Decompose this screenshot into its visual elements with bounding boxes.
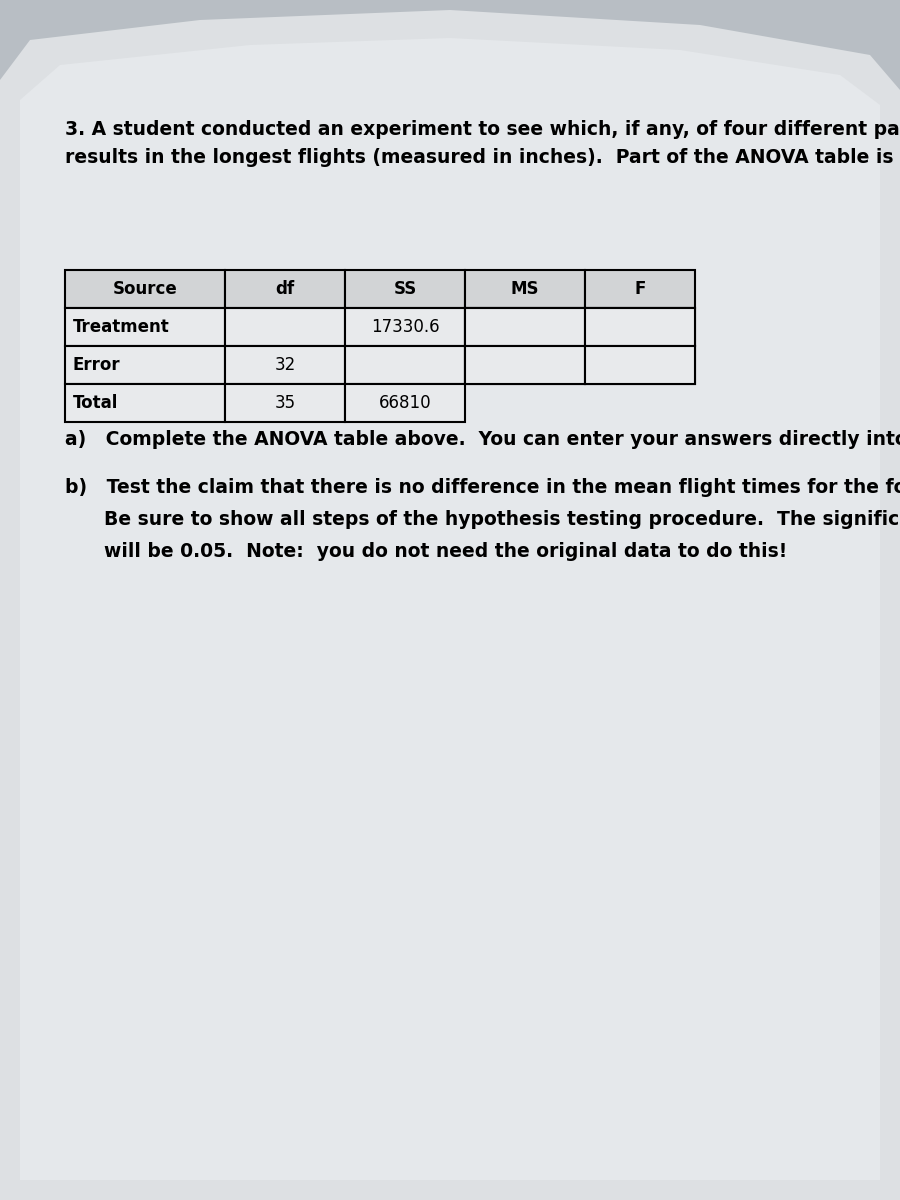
Bar — [585, 346, 695, 384]
Bar — [65, 270, 225, 308]
Bar — [225, 308, 345, 346]
Bar — [225, 346, 345, 384]
Text: df: df — [275, 280, 294, 298]
Bar — [585, 308, 695, 346]
Text: F: F — [634, 280, 645, 298]
Text: 3. A student conducted an experiment to see which, if any, of four different pap: 3. A student conducted an experiment to … — [65, 120, 900, 139]
Bar — [465, 270, 585, 308]
Bar — [345, 308, 465, 346]
Text: Be sure to show all steps of the hypothesis testing procedure.  The significance: Be sure to show all steps of the hypothe… — [65, 510, 900, 529]
Text: SS: SS — [393, 280, 417, 298]
Text: 17330.6: 17330.6 — [371, 318, 439, 336]
Bar — [65, 308, 225, 346]
Text: Treatment: Treatment — [73, 318, 170, 336]
Text: Total: Total — [73, 394, 119, 412]
Text: Source: Source — [112, 280, 177, 298]
Text: a)   Complete the ANOVA table above.  You can enter your answers directly into t: a) Complete the ANOVA table above. You c… — [65, 430, 900, 449]
Bar — [65, 384, 225, 422]
Bar — [585, 270, 695, 308]
Text: MS: MS — [511, 280, 539, 298]
Bar — [225, 270, 345, 308]
Bar — [585, 346, 695, 384]
Text: b)   Test the claim that there is no difference in the mean flight times for the: b) Test the claim that there is no diffe… — [65, 478, 900, 497]
Text: 35: 35 — [274, 394, 295, 412]
Bar — [65, 346, 225, 384]
Text: 32: 32 — [274, 356, 295, 374]
Bar — [225, 384, 345, 422]
Bar — [345, 270, 465, 308]
Text: will be 0.05.  Note:  you do not need the original data to do this!: will be 0.05. Note: you do not need the … — [65, 542, 788, 560]
Bar — [465, 346, 585, 384]
Text: Error: Error — [73, 356, 121, 374]
Polygon shape — [0, 10, 900, 1200]
Text: results in the longest flights (measured in inches).  Part of the ANOVA table is: results in the longest flights (measured… — [65, 148, 900, 167]
Bar — [465, 308, 585, 346]
Bar — [465, 308, 585, 346]
Bar — [585, 308, 695, 346]
Text: 66810: 66810 — [379, 394, 431, 412]
Polygon shape — [20, 38, 880, 1180]
Bar — [345, 346, 465, 384]
Bar — [465, 346, 585, 384]
Bar — [345, 384, 465, 422]
